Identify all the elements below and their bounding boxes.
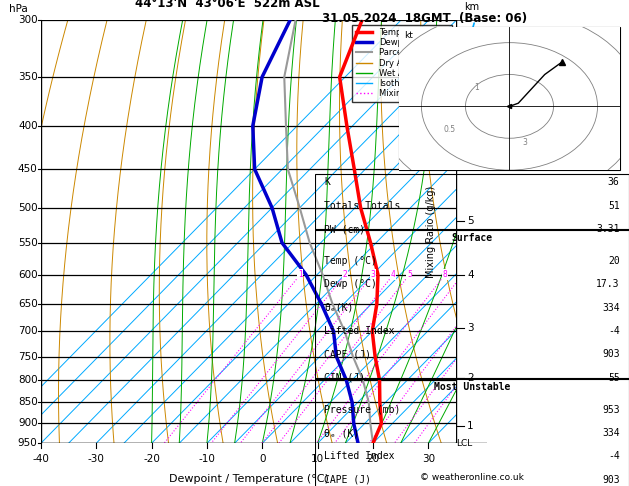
Text: 850: 850 xyxy=(18,398,38,407)
Text: 0: 0 xyxy=(259,454,265,464)
Text: θₑ(K): θₑ(K) xyxy=(324,303,353,313)
Text: 1: 1 xyxy=(467,421,474,431)
Text: 903: 903 xyxy=(602,475,620,485)
Text: 4: 4 xyxy=(467,270,474,280)
Text: Lifted Index: Lifted Index xyxy=(324,326,394,336)
Text: Pressure (mb): Pressure (mb) xyxy=(324,405,400,415)
Text: CAPE (J): CAPE (J) xyxy=(324,349,371,360)
Text: 5: 5 xyxy=(467,216,474,226)
Text: -10: -10 xyxy=(199,454,215,464)
Text: 0.5: 0.5 xyxy=(443,125,455,134)
Text: PW (cm): PW (cm) xyxy=(324,224,365,234)
Text: 6: 6 xyxy=(467,158,474,168)
Text: LCL: LCL xyxy=(456,439,472,448)
Text: 2: 2 xyxy=(343,270,347,279)
Text: -4: -4 xyxy=(608,451,620,462)
Text: 750: 750 xyxy=(18,351,38,362)
Text: Most Unstable: Most Unstable xyxy=(433,382,510,392)
Text: 950: 950 xyxy=(18,438,38,448)
Text: 334: 334 xyxy=(602,303,620,313)
Text: 550: 550 xyxy=(18,238,38,248)
Text: 903: 903 xyxy=(602,349,620,360)
Text: -4: -4 xyxy=(608,326,620,336)
Text: Dewpoint / Temperature (°C): Dewpoint / Temperature (°C) xyxy=(169,474,328,484)
Text: km: km xyxy=(464,2,479,12)
Text: 3: 3 xyxy=(370,270,375,279)
Text: Totals Totals: Totals Totals xyxy=(324,201,400,211)
Text: 7: 7 xyxy=(467,98,474,108)
Text: kt: kt xyxy=(404,31,413,40)
Text: 44°13'N  43°06'E  522m ASL: 44°13'N 43°06'E 522m ASL xyxy=(135,0,320,10)
Text: 20: 20 xyxy=(608,256,620,266)
Text: -40: -40 xyxy=(33,454,49,464)
Text: 400: 400 xyxy=(18,121,38,131)
Text: © weatheronline.co.uk: © weatheronline.co.uk xyxy=(420,473,524,482)
Text: 55: 55 xyxy=(608,373,620,383)
Text: 500: 500 xyxy=(18,203,38,213)
Text: 8: 8 xyxy=(467,35,474,45)
Text: 450: 450 xyxy=(18,164,38,174)
Text: 3: 3 xyxy=(467,323,474,332)
Text: 51: 51 xyxy=(608,201,620,211)
Legend: Temperature, Dewpoint, Parcel Trajectory, Dry Adiabat, Wet Adiabat, Isotherm, Mi: Temperature, Dewpoint, Parcel Trajectory… xyxy=(352,25,452,102)
Text: 650: 650 xyxy=(18,299,38,309)
Text: θₑ (K): θₑ (K) xyxy=(324,428,359,438)
Text: CIN (J): CIN (J) xyxy=(324,373,365,383)
Text: 800: 800 xyxy=(18,375,38,385)
Text: 31.05.2024  18GMT  (Base: 06): 31.05.2024 18GMT (Base: 06) xyxy=(322,12,527,25)
Text: Surface: Surface xyxy=(451,233,493,243)
Text: 8: 8 xyxy=(442,270,447,279)
Text: 5: 5 xyxy=(407,270,412,279)
Text: 350: 350 xyxy=(18,72,38,82)
Text: 953: 953 xyxy=(602,405,620,415)
Text: K: K xyxy=(324,177,330,188)
FancyBboxPatch shape xyxy=(399,27,620,170)
Text: CAPE (J): CAPE (J) xyxy=(324,475,371,485)
Text: Temp (°C): Temp (°C) xyxy=(324,256,377,266)
Text: 20: 20 xyxy=(367,454,379,464)
Text: 334: 334 xyxy=(602,428,620,438)
Text: -20: -20 xyxy=(143,454,160,464)
Text: 10: 10 xyxy=(311,454,324,464)
Text: 4: 4 xyxy=(391,270,396,279)
Text: 700: 700 xyxy=(18,326,38,336)
Text: 17.3: 17.3 xyxy=(596,279,620,290)
Text: 1: 1 xyxy=(298,270,303,279)
Text: 3: 3 xyxy=(523,138,528,147)
Text: ASL: ASL xyxy=(462,33,481,43)
Text: Dewp (°C): Dewp (°C) xyxy=(324,279,377,290)
Text: 30: 30 xyxy=(422,454,435,464)
Text: 300: 300 xyxy=(18,16,38,25)
Text: 3.31: 3.31 xyxy=(596,224,620,234)
Text: -30: -30 xyxy=(88,454,104,464)
Text: 600: 600 xyxy=(18,270,38,279)
Text: 900: 900 xyxy=(18,418,38,428)
Text: 36: 36 xyxy=(608,177,620,188)
Text: Lifted Index: Lifted Index xyxy=(324,451,394,462)
Text: hPa: hPa xyxy=(9,4,28,14)
Text: 2: 2 xyxy=(467,373,474,383)
Text: 1: 1 xyxy=(474,84,479,92)
Text: Mixing Ratio (g/kg): Mixing Ratio (g/kg) xyxy=(426,186,436,278)
